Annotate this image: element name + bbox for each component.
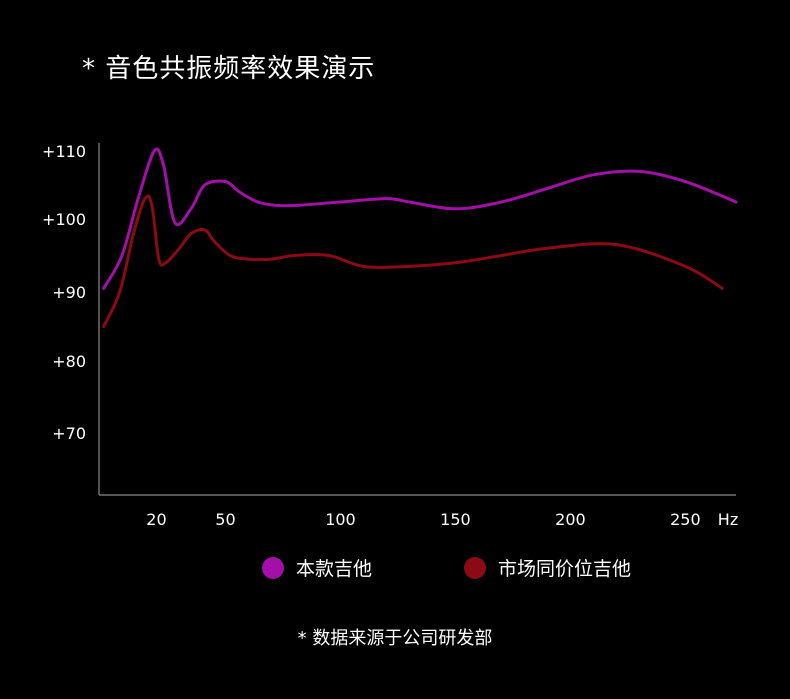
x-tick-label: 250 [670, 510, 701, 529]
series-lines [102, 147, 738, 328]
x-axis-unit-label: Hz [718, 510, 738, 529]
legend-item-market-guitar: 市场同价位吉他 [464, 554, 631, 581]
chart-axes [98, 143, 736, 496]
x-axis-ticks: 20 50 100 150 200 250 Hz [146, 510, 738, 529]
x-tick-label: 150 [440, 510, 471, 529]
legend-swatch-market-guitar [464, 556, 486, 579]
legend-swatch-our-guitar [262, 556, 284, 579]
page-title: * 音色共振频率效果演示 [82, 54, 376, 84]
legend-label-our-guitar: 本款吉他 [296, 558, 373, 580]
legend-label-market-guitar: 市场同价位吉他 [498, 558, 632, 580]
x-tick-label: 100 [325, 510, 356, 529]
x-tick-label: 50 [215, 510, 235, 529]
y-tick-label: +70 [52, 424, 86, 443]
y-tick-label: +90 [52, 283, 86, 302]
y-tick-label: +80 [52, 352, 86, 371]
series-line-market-guitar [102, 194, 724, 328]
y-tick-label: +110 [42, 142, 86, 161]
legend-item-our-guitar: 本款吉他 [262, 554, 372, 581]
chart-legend: 本款吉他 市场同价位吉他 [0, 554, 790, 582]
data-source-footnote: * 数据来源于公司研发部 [297, 628, 493, 649]
resonance-chart: +110 +100 +90 +80 +70 20 50 100 150 200 250 Hz [42, 142, 738, 529]
x-tick-label: 200 [555, 510, 586, 529]
y-tick-label: +100 [42, 210, 86, 229]
series-line-our-guitar [102, 147, 738, 290]
y-axis-ticks: +110 +100 +90 +80 +70 [42, 142, 86, 443]
x-tick-label: 20 [146, 510, 166, 529]
